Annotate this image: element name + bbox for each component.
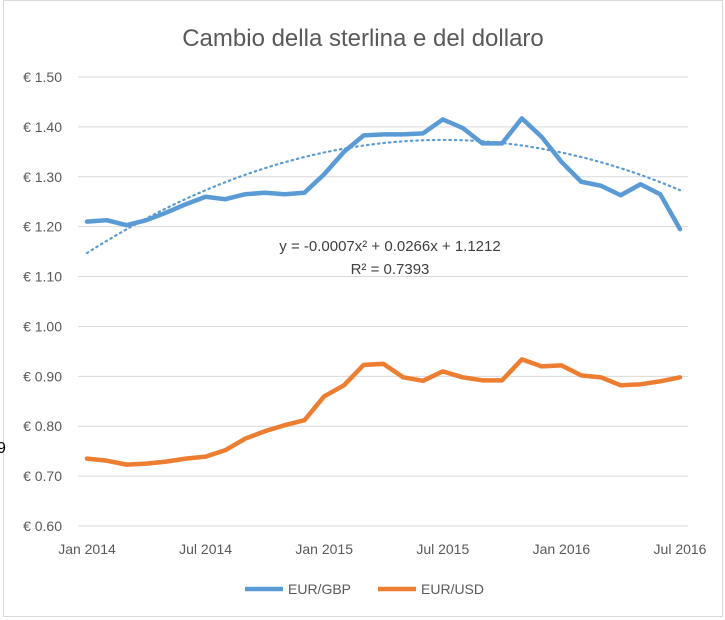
trendline-r2: R² = 0.7393 (351, 261, 430, 278)
trendline-equation: y = -0.0007x² + 0.0266x + 1.1212 (279, 238, 500, 255)
cell-fragment: 9 (0, 440, 6, 457)
y-tick-label: € 1.50 (23, 69, 62, 85)
y-tick-label: € 1.30 (23, 169, 62, 185)
legend-label: EUR/GBP (288, 581, 351, 597)
y-tick-label: € 0.90 (23, 368, 62, 384)
y-tick-label: € 1.00 (23, 318, 62, 334)
x-tick-label: Jan 2016 (533, 541, 591, 557)
y-tick-label: € 0.60 (23, 518, 62, 534)
x-tick-label: Jan 2015 (295, 541, 353, 557)
y-tick-label: € 0.70 (23, 468, 62, 484)
x-tick-label: Jul 2016 (654, 541, 707, 557)
y-tick-label: € 1.40 (23, 119, 62, 135)
y-tick-label: € 1.10 (23, 269, 62, 285)
series-line-eur-gbp (84, 116, 683, 232)
series-line-eur-usd (84, 357, 683, 467)
chart-title: Cambio della sterlina e del dollaro (182, 25, 544, 52)
x-tick-label: Jul 2015 (416, 541, 469, 557)
trendline (85, 138, 682, 255)
y-tick-label: € 1.20 (23, 219, 62, 235)
x-tick-label: Jul 2014 (179, 541, 232, 557)
legend-item: EUR/GBP (245, 581, 351, 597)
legend-item: EUR/USD (378, 581, 484, 597)
y-tick-label: € 0.80 (23, 418, 62, 434)
chart-area[interactable] (3, 0, 723, 617)
x-tick-label: Jan 2014 (58, 541, 116, 557)
legend-label: EUR/USD (421, 581, 484, 597)
